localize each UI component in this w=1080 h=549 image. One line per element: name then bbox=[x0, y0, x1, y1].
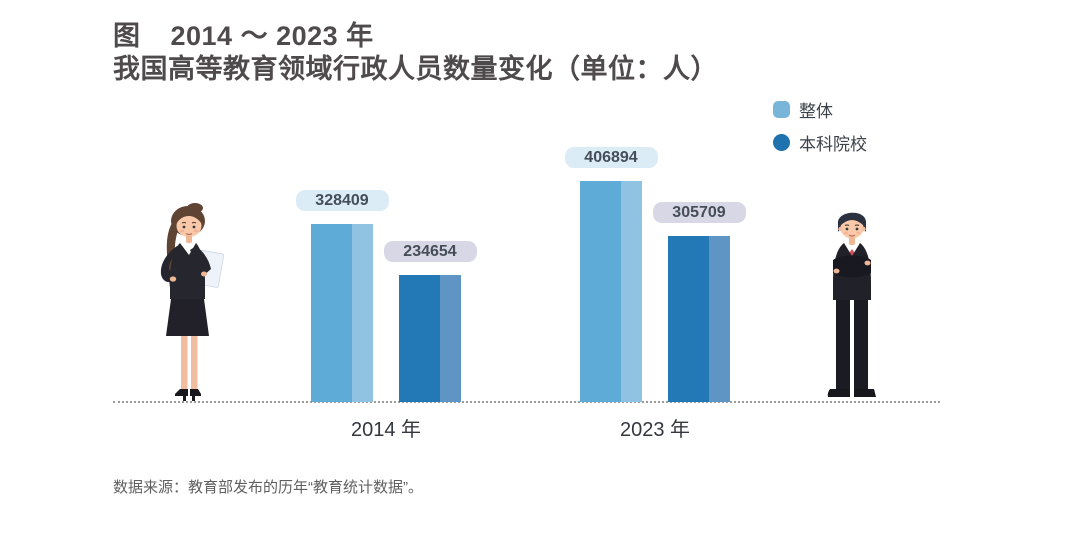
chart-title-line1: 图 2014 ～ 2023 年 bbox=[113, 20, 718, 53]
value-label-本科院校-2014 年: 234654 bbox=[383, 241, 477, 262]
businesswoman-illustration bbox=[160, 203, 225, 401]
value-label-整体-2014 年: 328409 bbox=[295, 190, 389, 211]
chart-title-line2: 我国高等教育领域行政人员数量变化（单位：人） bbox=[113, 54, 718, 84]
value-label-本科院校-2023 年: 305709 bbox=[652, 202, 746, 223]
bar-整体-2023 年 bbox=[580, 181, 642, 402]
bar-highlight-stripe bbox=[621, 181, 642, 402]
title-year-range: 2014 ～ 2023 年 bbox=[170, 21, 374, 51]
legend-marker-undergraduate-icon bbox=[773, 133, 790, 151]
figure-label: 图 bbox=[113, 21, 141, 51]
bar-本科院校-2023 年 bbox=[668, 236, 730, 402]
x-axis-baseline bbox=[113, 401, 940, 403]
x-axis-label-2014 年: 2014 年 bbox=[350, 419, 422, 441]
legend-label-overall: 整体 bbox=[799, 101, 833, 121]
chart-title: 图 2014 ～ 2023 年 我国高等教育领域行政人员数量变化（单位：人） bbox=[113, 20, 718, 86]
legend-item-undergraduate: 本科院校 bbox=[773, 133, 867, 154]
x-axis-label-2023 年: 2023 年 bbox=[619, 419, 691, 441]
legend-item-overall: 整体 bbox=[773, 100, 867, 121]
legend: 整体 本科院校 bbox=[773, 100, 867, 166]
businessman-illustration bbox=[827, 212, 876, 397]
bar-整体-2014 年 bbox=[311, 224, 373, 402]
value-label-整体-2023 年: 406894 bbox=[564, 147, 658, 168]
bar-highlight-stripe bbox=[352, 224, 373, 402]
bar-highlight-stripe bbox=[440, 275, 461, 402]
data-source-note: 数据来源：教育部发布的历年“教育统计数据”。 bbox=[113, 479, 423, 496]
legend-label-undergraduate: 本科院校 bbox=[799, 134, 867, 154]
bar-highlight-stripe bbox=[709, 236, 730, 402]
legend-marker-overall-icon bbox=[773, 100, 790, 118]
bar-本科院校-2014 年 bbox=[399, 275, 461, 402]
